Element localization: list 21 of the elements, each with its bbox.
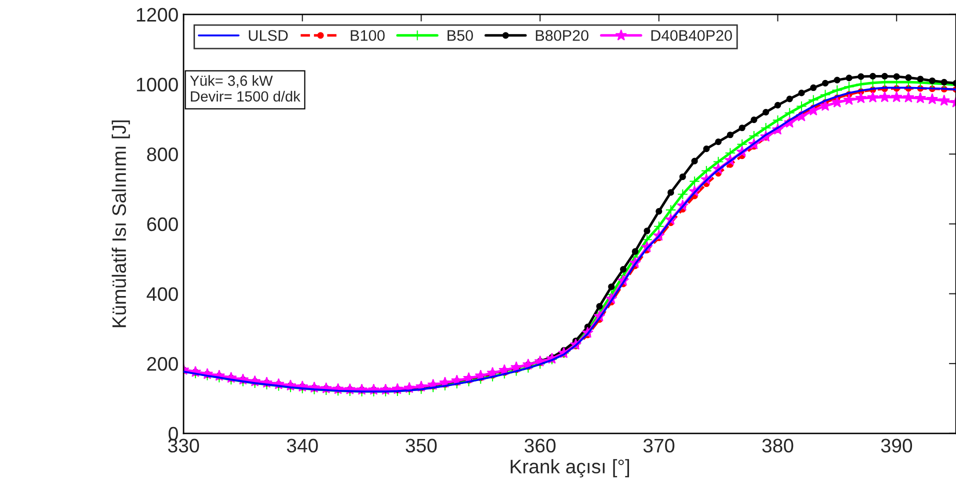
y-tick-label: 1200 [136, 8, 178, 22]
y-tick-label: 1000 [136, 78, 178, 92]
legend-label: B50 [448, 30, 473, 41]
annotation: Yük= 3,6 kW Devir= 1500 d/dk [190, 75, 300, 102]
x-tick-label: 360 [524, 438, 556, 453]
x-axis-title: Krank açısı [°] [510, 459, 630, 478]
y-tick-label: 600 [147, 217, 178, 232]
y-tick-label: 200 [147, 357, 178, 371]
legend-label: B100 [350, 30, 385, 41]
x-tick-label: 380 [762, 438, 794, 453]
x-tick-label: 340 [286, 438, 318, 453]
y-tick-label: 400 [146, 287, 178, 301]
legend-label: B80P20 [536, 30, 588, 41]
x-tick-label: 370 [643, 438, 674, 453]
x-tick-label: 350 [406, 438, 437, 453]
y-tick-label: 800 [147, 148, 178, 162]
y-axis-title: Kümülatif Isı Salınımı [J] [112, 120, 130, 328]
x-tick-label: 390 [881, 438, 912, 453]
legend-label: ULSD [248, 30, 288, 41]
legend-label: D40B40P20 [651, 30, 732, 41]
x-tick-label: 330 [168, 438, 200, 453]
